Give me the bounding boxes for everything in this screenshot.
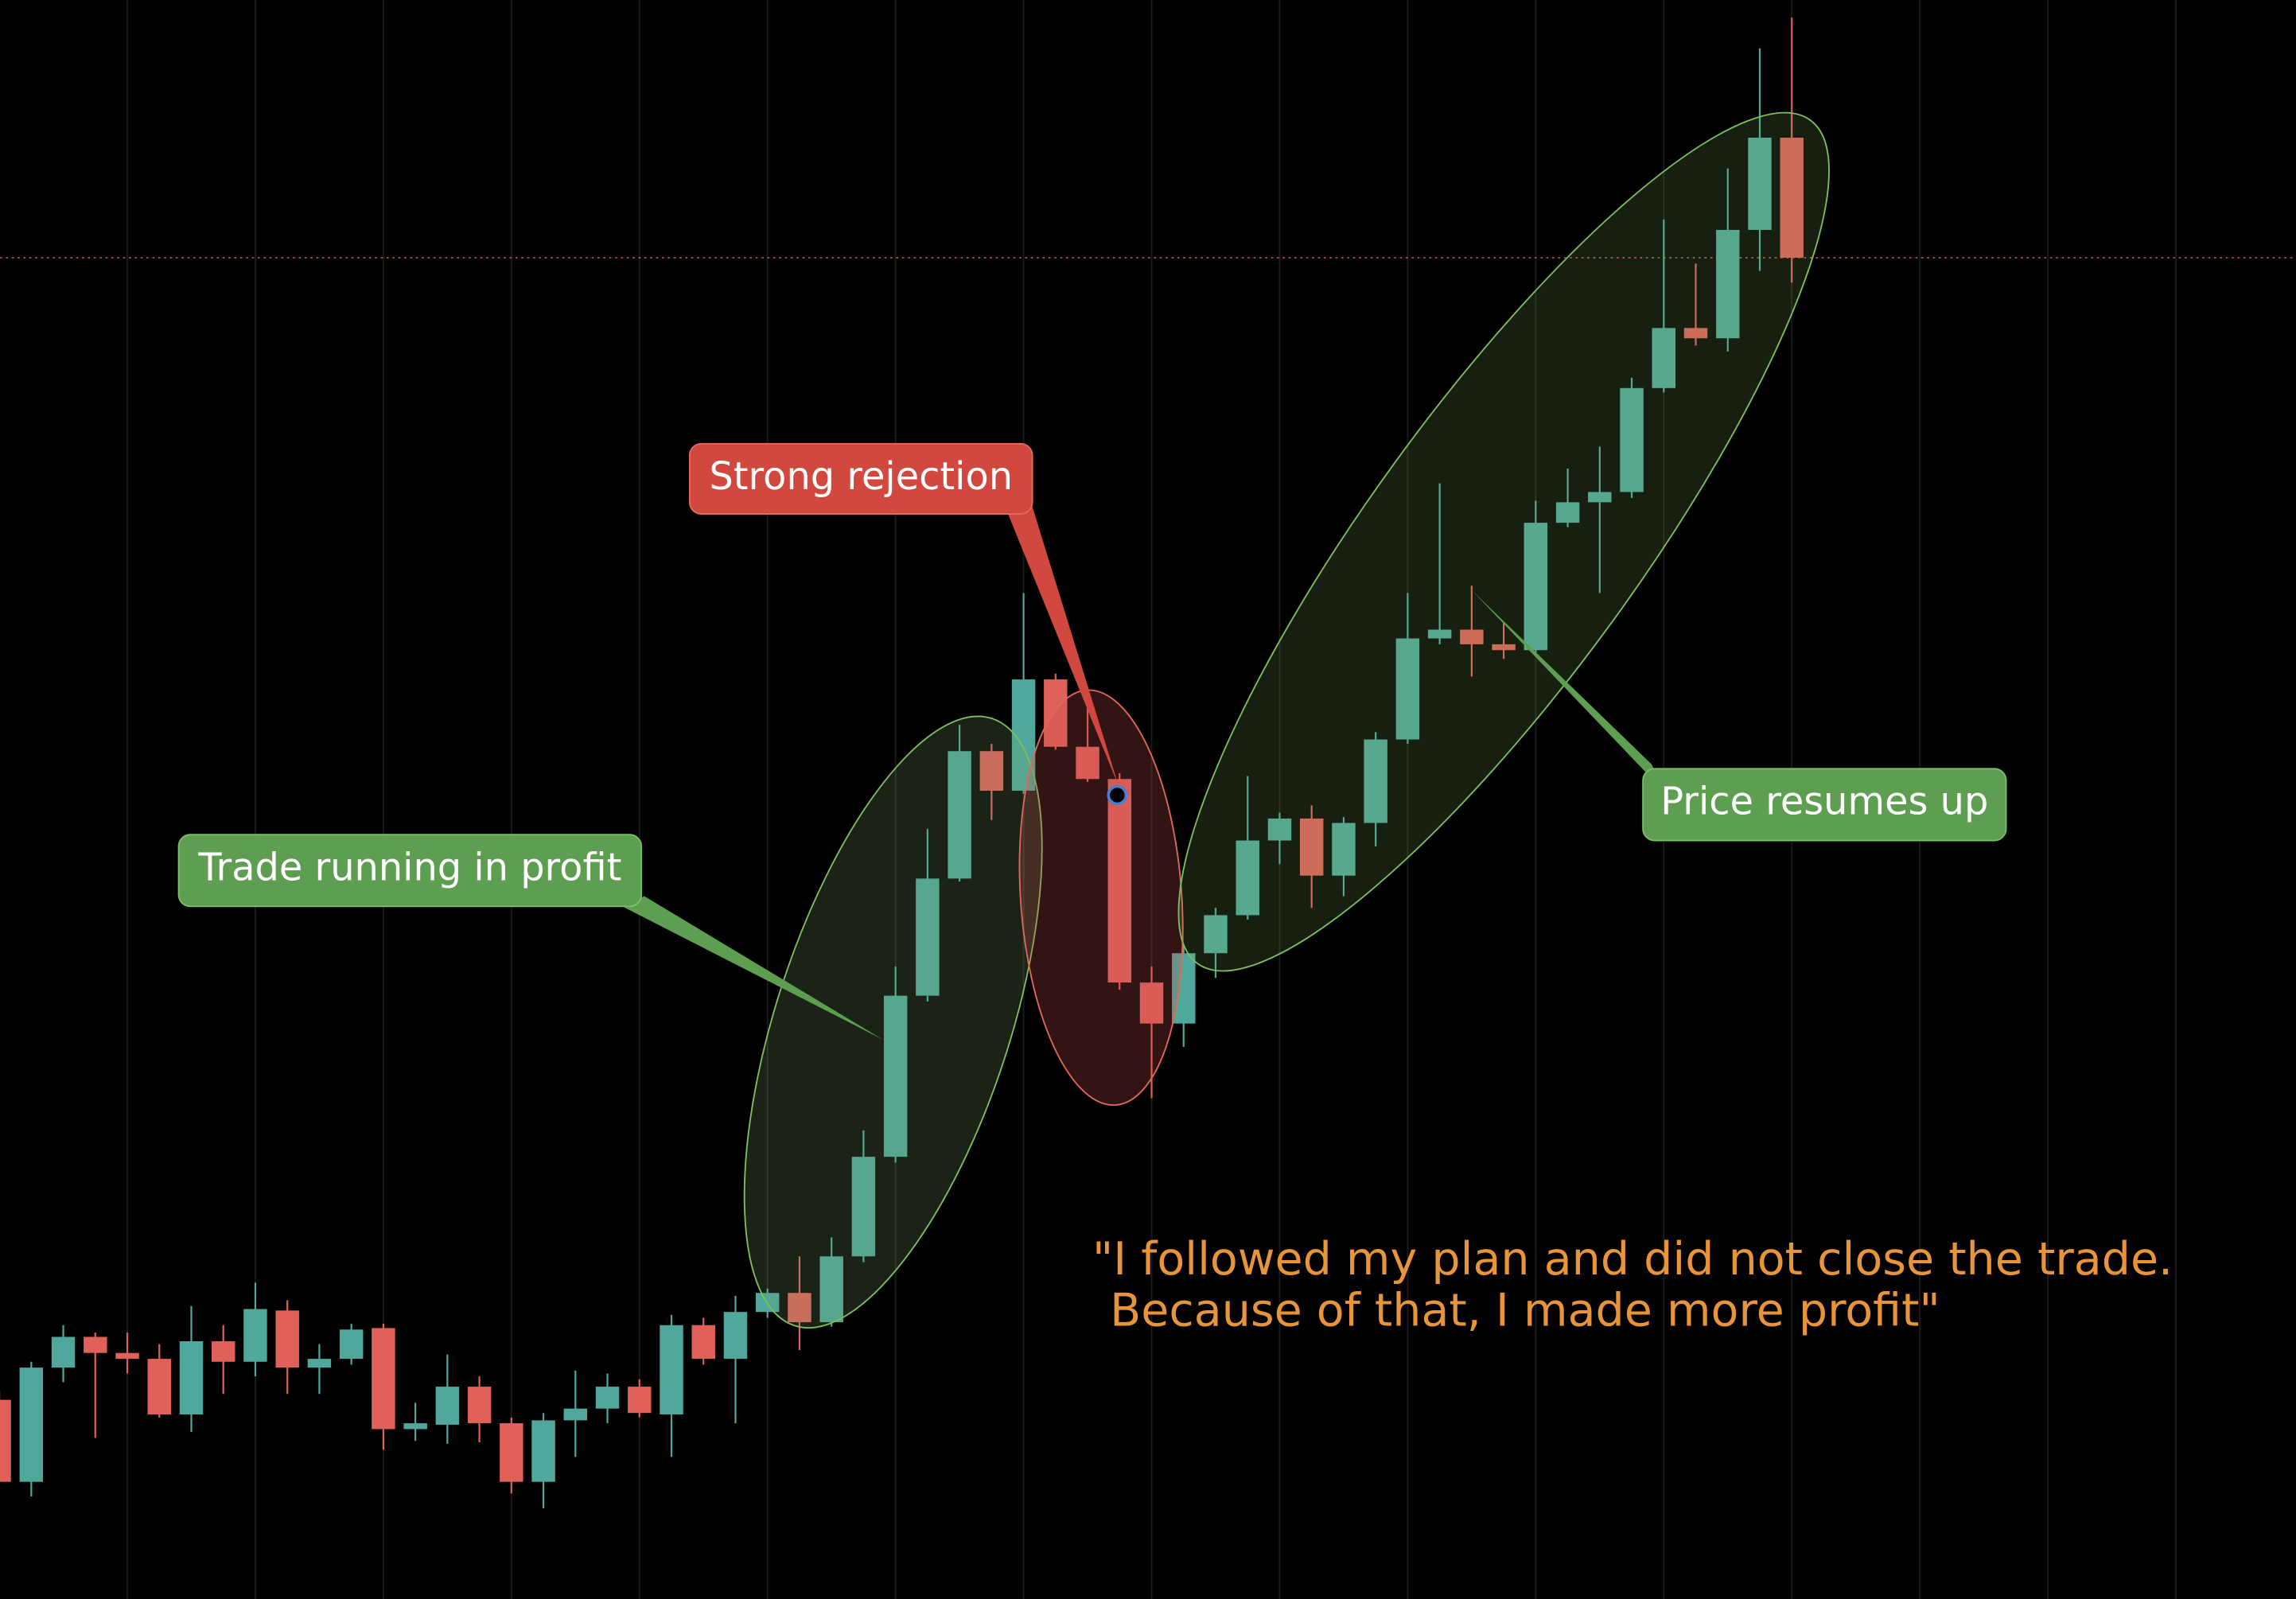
callout-box <box>177 834 643 908</box>
candle-body <box>275 1310 299 1368</box>
candle-body <box>1716 230 1740 339</box>
candle-body <box>435 1387 460 1425</box>
candle-body <box>628 1387 652 1414</box>
candle-body <box>1044 679 1068 747</box>
candle-body <box>147 1359 171 1415</box>
candle-body <box>1204 915 1228 954</box>
candle-body <box>1492 644 1516 651</box>
candle-body <box>1332 823 1356 876</box>
quote-line: "I followed my plan and did not close th… <box>1092 1233 2173 1286</box>
candle-body <box>851 1157 876 1257</box>
candle-body <box>84 1336 107 1353</box>
candle-body <box>211 1341 235 1362</box>
candle-body <box>1267 818 1292 841</box>
candle-body <box>115 1352 139 1360</box>
marker-dot <box>1107 784 1128 806</box>
candle-body <box>1107 779 1132 983</box>
candle-body <box>883 995 908 1157</box>
candle-body <box>500 1423 523 1482</box>
candle-body <box>531 1420 555 1482</box>
callout-text: Trade running in profit <box>197 846 621 889</box>
candle-body <box>563 1408 588 1421</box>
candle-body <box>660 1325 683 1415</box>
candle-body <box>916 878 940 996</box>
candle-body <box>979 751 1004 791</box>
highlight-ellipse <box>1177 111 1830 972</box>
candle-body <box>1236 840 1259 916</box>
candle-body <box>819 1256 843 1323</box>
candle-body <box>1395 638 1420 740</box>
candle-body <box>307 1359 332 1368</box>
candle-body <box>1620 387 1644 492</box>
candle-body <box>1652 328 1676 388</box>
candle-body <box>339 1329 364 1360</box>
candle-body <box>179 1341 204 1415</box>
candle-body <box>1427 629 1452 639</box>
callout-text: Price resumes up <box>1660 780 1988 824</box>
callout-box <box>1642 768 2007 842</box>
candle-body <box>1683 328 1708 339</box>
candle-body <box>51 1336 76 1368</box>
candle-body <box>372 1328 395 1430</box>
candle-body <box>19 1368 44 1482</box>
candle-body <box>1299 818 1324 876</box>
callout-pointer <box>1471 589 1664 791</box>
candle-body <box>1139 982 1164 1024</box>
candle-body <box>788 1293 811 1323</box>
candle-body <box>467 1387 492 1424</box>
candle-body <box>1460 629 1484 644</box>
candle-body <box>1524 523 1548 651</box>
candle-body <box>1748 138 1772 231</box>
candle-body <box>595 1387 620 1409</box>
candle-body <box>1588 492 1612 503</box>
candle-body <box>1555 502 1580 523</box>
callout-text: Strong rejection <box>709 455 1013 499</box>
candle-body <box>1364 739 1387 823</box>
candle-body <box>1780 138 1804 258</box>
candles <box>0 18 1804 1508</box>
candle-body <box>403 1423 427 1430</box>
callout-box <box>688 442 1033 515</box>
callout-pointer <box>1007 506 1119 787</box>
quote-line: Because of that, I made more profit" <box>1110 1285 1940 1337</box>
candle-body <box>691 1325 715 1360</box>
callout-pointer <box>622 896 883 1040</box>
candle-body <box>1076 746 1099 780</box>
candle-body <box>0 1399 11 1482</box>
candle-body <box>723 1312 748 1360</box>
candle-body <box>948 751 971 879</box>
candle-body <box>243 1309 267 1362</box>
